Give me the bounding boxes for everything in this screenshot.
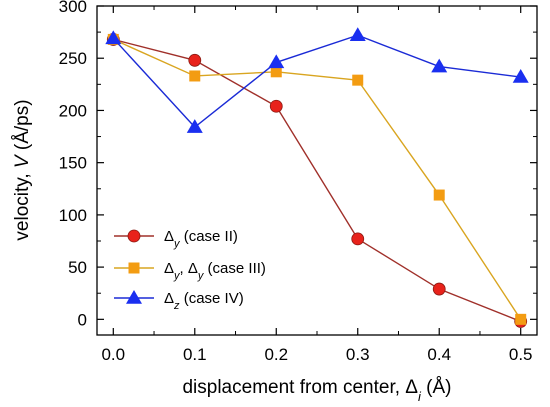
x-tick-label: 0.0 [101, 345, 125, 364]
legend-item-3: Δz (case IV) [114, 290, 244, 312]
data-point [512, 69, 529, 83]
x-tick-label: 0.4 [427, 345, 451, 364]
series-line [113, 38, 522, 320]
axis-ticks: 0.0 0.1 0.2 0.3 0.4 0.5 0 50 100 150 200 250 300 [59, 0, 537, 364]
data-point [432, 282, 446, 296]
data-point [188, 53, 202, 67]
data-point [189, 70, 201, 82]
y-tick-label: 50 [68, 258, 87, 277]
data-point [268, 54, 285, 69]
legend-label: Δy (case II) [164, 228, 238, 250]
x-tick-label: 0.1 [183, 345, 207, 364]
data-point [351, 232, 365, 246]
data-point [270, 66, 282, 78]
series-layer [105, 27, 529, 328]
legend-label: Δy, Δy (case III) [164, 260, 266, 282]
x-axis-label: displacement from center, Δi (Å) [182, 377, 451, 404]
y-tick-label: 150 [59, 154, 87, 173]
legend-marker [128, 262, 140, 274]
data-point [431, 58, 448, 73]
x-tick-label: 0.3 [346, 345, 370, 364]
legend-item-1: Δy (case II) [114, 228, 238, 250]
data-point [349, 27, 366, 42]
y-tick-label: 0 [78, 310, 87, 329]
series-line [112, 34, 521, 129]
series-2 [107, 33, 527, 325]
series-line [113, 38, 521, 323]
legend-item-2: Δy, Δy (case III) [114, 260, 266, 282]
y-tick-label: 200 [59, 101, 87, 120]
y-tick-label: 300 [59, 0, 87, 16]
data-point [352, 74, 364, 86]
x-tick-label: 0.5 [509, 345, 533, 364]
data-point [515, 313, 527, 325]
x-tick-label: 0.2 [264, 345, 288, 364]
legend-marker [126, 290, 142, 304]
data-point [186, 119, 203, 133]
plot-frame [96, 5, 538, 336]
legend: Δy (case II) Δy, Δy (case III) Δz (case IV… [114, 228, 266, 312]
y-tick-label: 100 [59, 206, 87, 225]
series-1 [106, 33, 528, 328]
legend-marker [127, 229, 141, 243]
y-axis-label: velocity, V (Å/ps) [12, 99, 33, 240]
series-3 [105, 27, 529, 133]
legend-label: Δz (case IV) [164, 290, 244, 312]
data-point [269, 99, 283, 113]
data-point [433, 189, 445, 201]
plot-border [96, 5, 538, 336]
y-tick-label: 250 [59, 49, 87, 68]
data-point [105, 30, 122, 45]
